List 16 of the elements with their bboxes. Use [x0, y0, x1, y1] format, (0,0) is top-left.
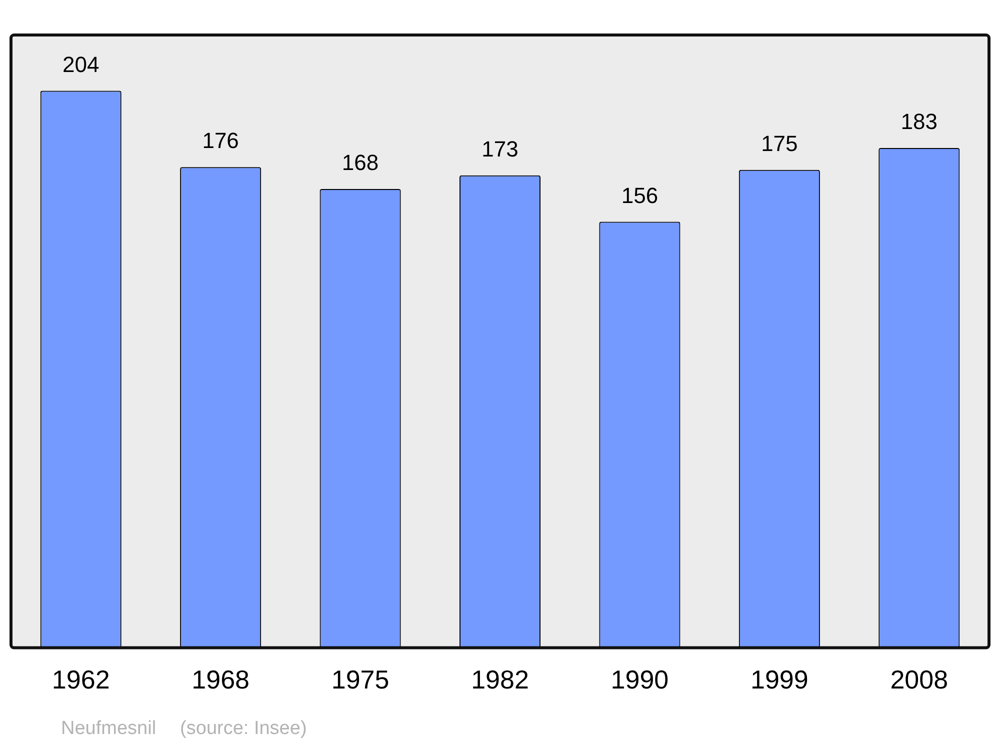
text: (source: Insee): [180, 718, 307, 739]
data-label: 175: [761, 130, 798, 156]
x-tick-label: 1975: [331, 664, 390, 695]
x-tick-label: 1968: [192, 664, 250, 695]
x-tick-label: 1999: [750, 664, 808, 695]
x-tick-label: 1962: [52, 664, 110, 695]
x-tick-label: 1982: [471, 664, 529, 695]
data-label: 183: [900, 109, 938, 134]
data-label: 204: [62, 52, 100, 77]
data-label: 176: [202, 128, 239, 154]
data-label: 168: [342, 150, 379, 176]
x-tick-label: 2008: [890, 664, 948, 695]
data-label: 156: [621, 182, 658, 208]
data-label: 173: [482, 136, 518, 162]
x-tick-label: 1990: [610, 664, 669, 695]
text: Neufmesnil: [61, 718, 156, 739]
